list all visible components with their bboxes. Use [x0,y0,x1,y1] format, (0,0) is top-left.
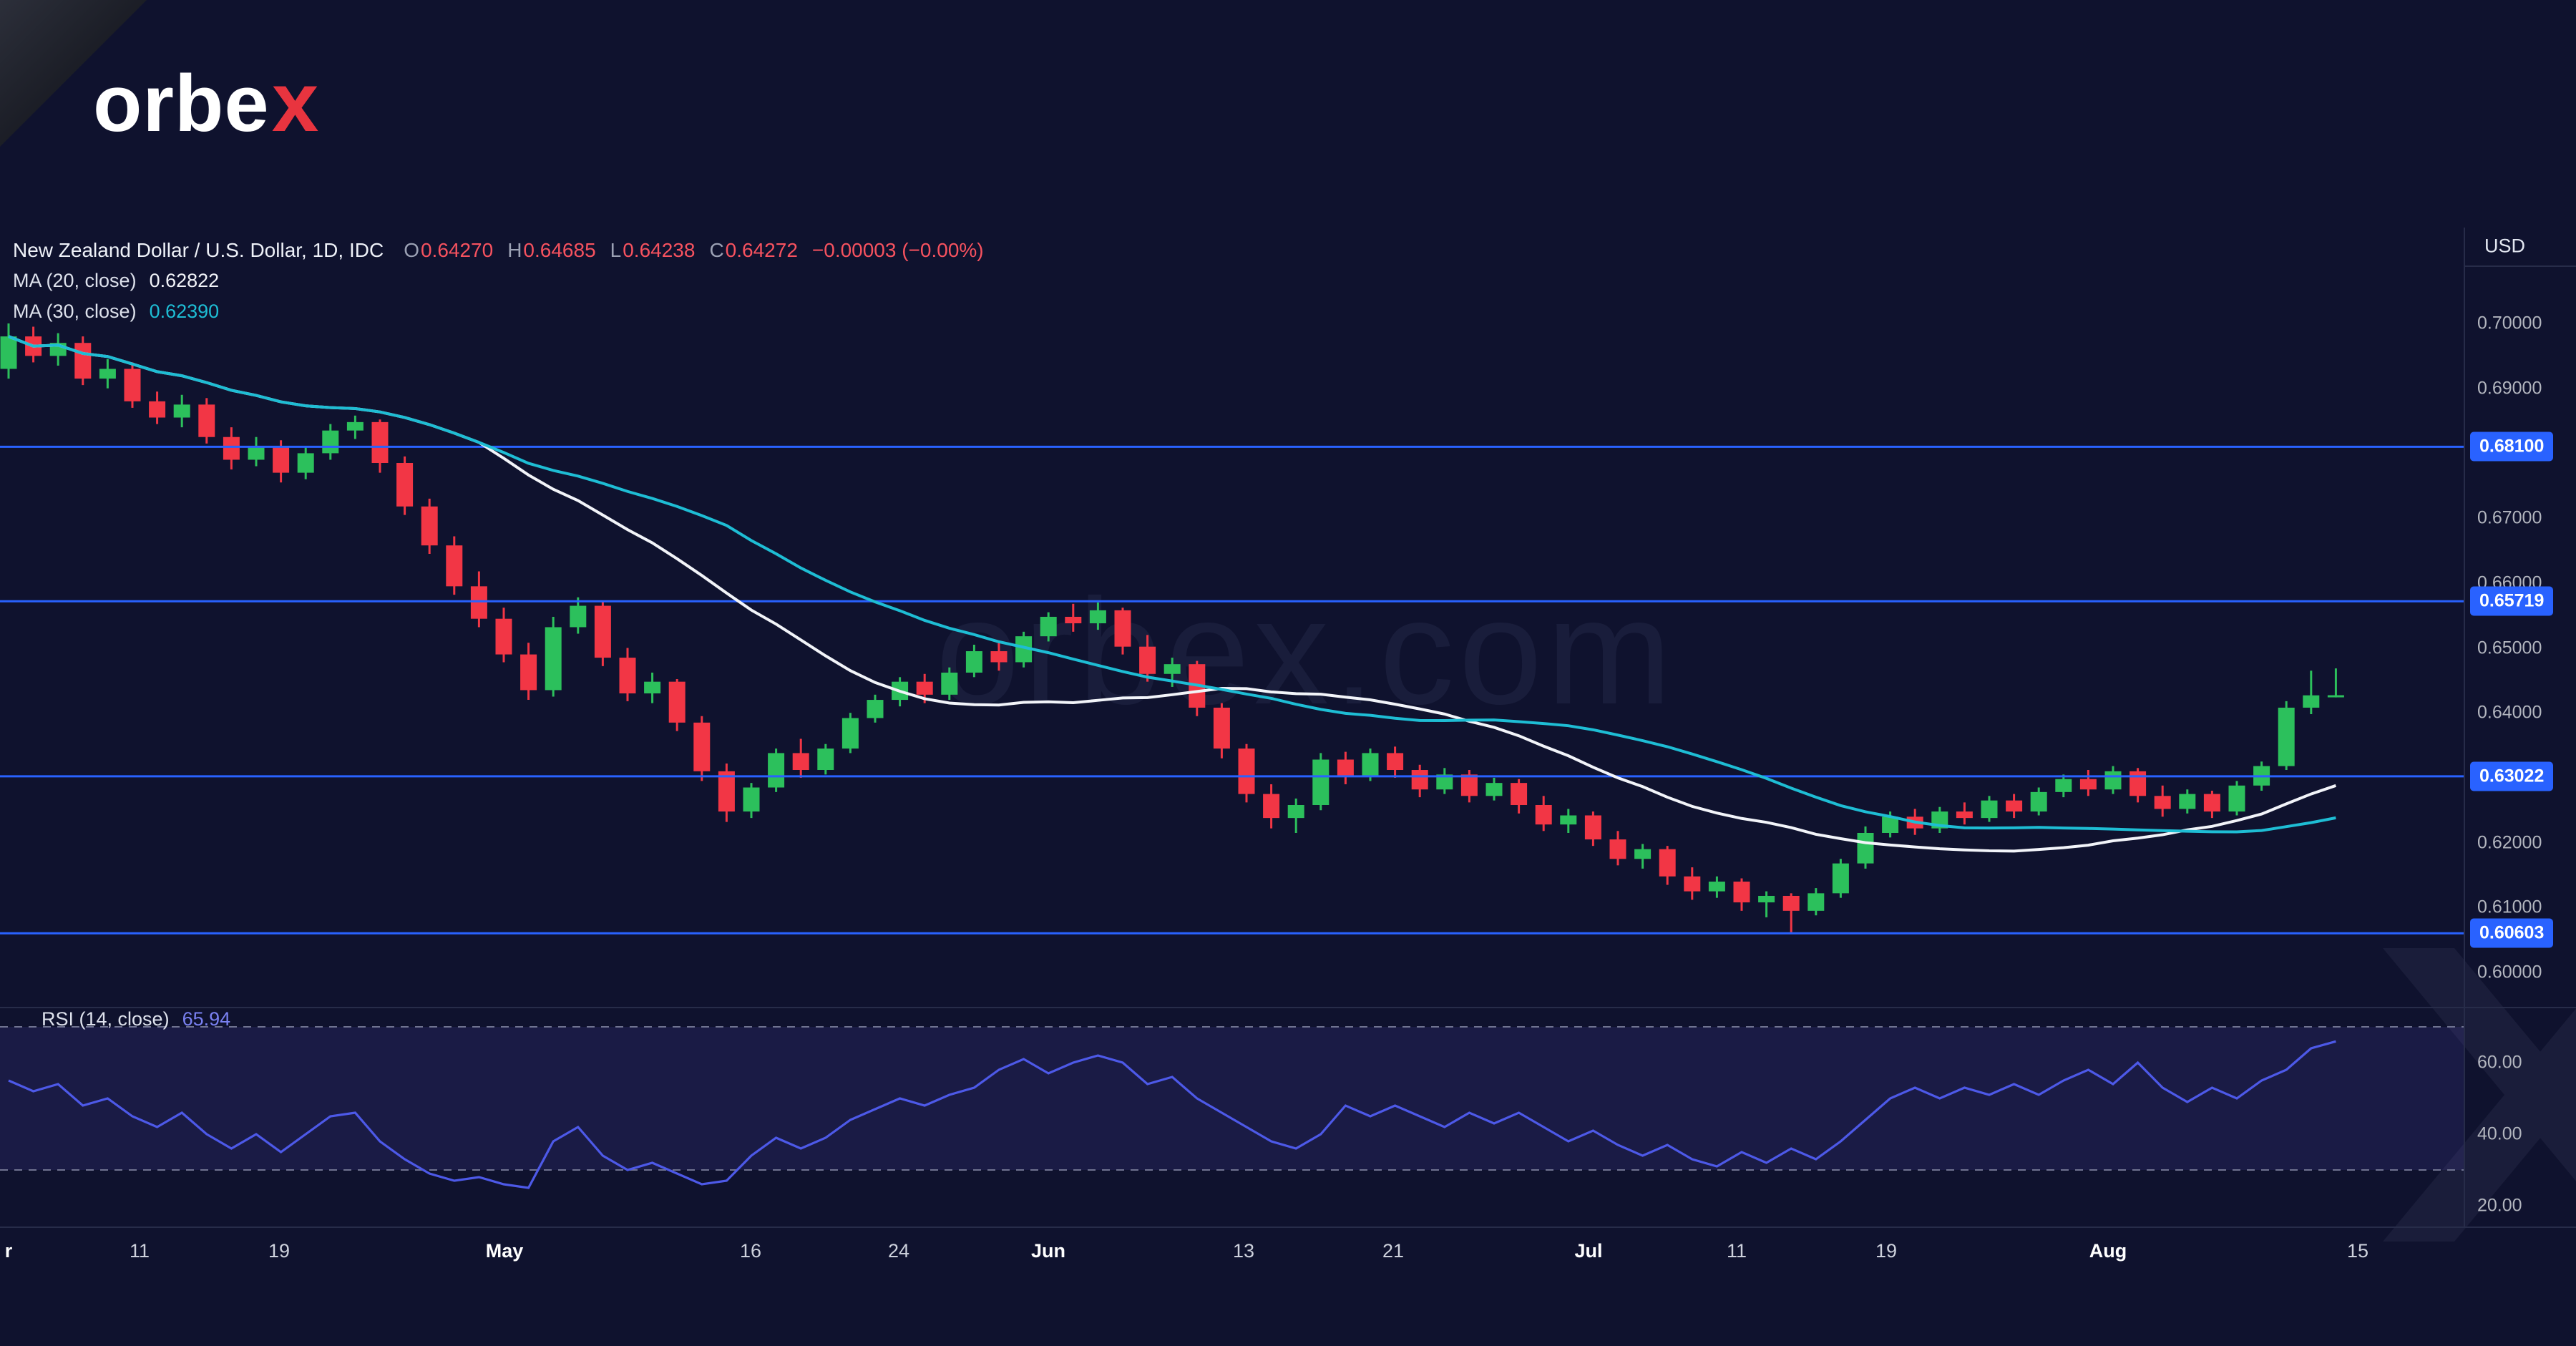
close-value: 0.64272 [725,238,798,261]
time-tick-label: Aug [2089,1240,2127,1262]
ma30-label[interactable]: MA (30, close) [13,301,137,322]
time-axis[interactable]: r 11 19 May 16 24 Jun 13 21 Jul 11 19 Aug 15 [0,1227,2576,1346]
price-axis-currency-label[interactable]: USD [2484,235,2526,257]
ohlc-values: O 0.64270 H 0.64685 L 0.64238 C 0.64272 −0.0… [404,239,983,262]
open-value: 0.64270 [420,238,494,261]
rsi-band [0,1027,2464,1170]
ma20-legend-row: MA (20, close) 0.62822 [13,265,984,296]
time-tick-label: 24 [887,1240,910,1262]
rsi-line [8,1040,2336,1189]
symbol-legend-row: New Zealand Dollar / U.S. Dollar, 1D, ID… [13,235,984,265]
time-tick-label: r [4,1240,13,1262]
change-value: −0.00003 (−0.00%) [811,238,984,261]
orbex-logo-text: orbe [93,59,270,148]
orbex-logo-watermark [2383,948,2576,1242]
time-tick-label: 11 [1726,1240,1747,1262]
symbol-legend: New Zealand Dollar / U.S. Dollar, 1D, ID… [13,235,984,327]
candlestick-series [0,323,2344,932]
ma20-line [8,335,2337,853]
orbex-logo[interactable]: orbe x [93,60,319,145]
symbol-title[interactable]: New Zealand Dollar / U.S. Dollar, 1D, ID… [13,238,384,261]
horizontal-level-lines[interactable] [0,445,2464,935]
rsi-legend: RSI (14, close) 65.94 [42,1005,230,1033]
rsi-value: 65.94 [182,1008,231,1030]
time-tick-label: 19 [268,1240,291,1262]
ma30-value: 0.62390 [149,301,220,322]
close-label: C [709,238,724,261]
ma30-line [8,335,2336,834]
time-tick-label: Jun [1030,1240,1066,1262]
time-tick-label: May [485,1240,524,1262]
time-tick-label: 21 [1382,1240,1405,1262]
time-tick-label: 13 [1232,1240,1255,1262]
low-label: L [610,238,622,261]
rsi-label[interactable]: RSI (14, close) [42,1008,170,1030]
time-tick-label: Jul [1574,1240,1603,1262]
time-tick-label: 15 [2346,1240,2369,1262]
ma20-label[interactable]: MA (20, close) [13,270,137,291]
orbex-logo-x-icon: x [271,55,320,150]
time-tick-label: 16 [739,1240,762,1262]
high-value: 0.64685 [523,238,596,261]
time-tick-label: 19 [1875,1240,1898,1262]
open-label: O [404,238,419,261]
ma20-value: 0.62822 [149,270,220,291]
low-value: 0.64238 [623,238,696,261]
high-label: H [507,238,522,261]
ma30-legend-row: MA (30, close) 0.62390 [13,296,984,327]
time-tick-label: 11 [129,1240,150,1262]
watermark: orbex.com [935,567,1677,736]
